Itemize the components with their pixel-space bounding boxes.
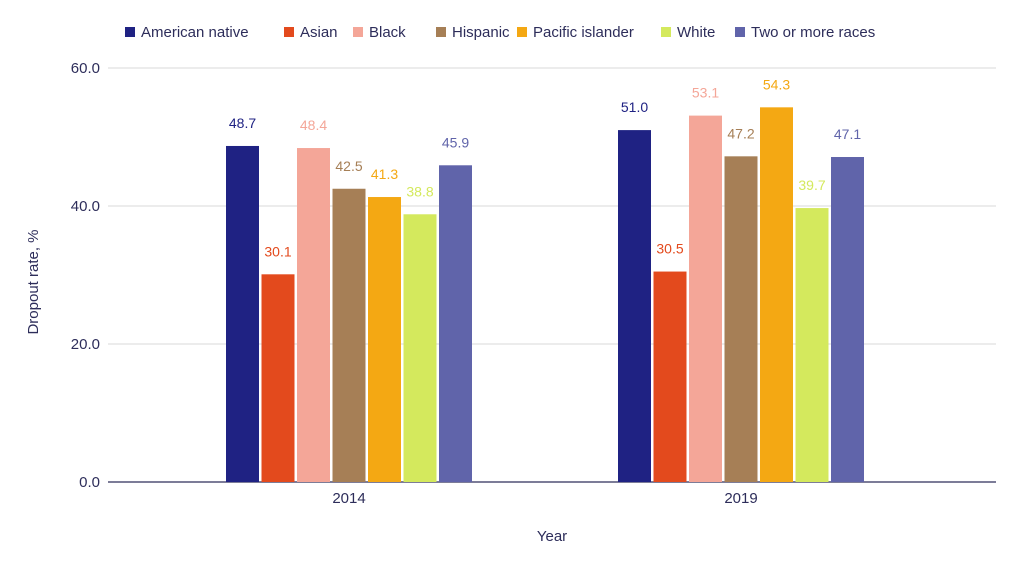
legend-label: Two or more races xyxy=(751,24,875,41)
data-label: 30.5 xyxy=(656,241,683,257)
bars-group xyxy=(226,107,864,483)
y-axis: 0.0 20.0 40.0 60.0 xyxy=(71,60,100,491)
bar xyxy=(368,197,401,482)
x-axis: 2014 2019 xyxy=(332,490,757,507)
legend-label: White xyxy=(677,24,715,41)
data-label: 53.1 xyxy=(692,85,719,101)
bar xyxy=(297,148,330,483)
y-tick-label: 60.0 xyxy=(71,60,100,77)
y-tick-label: 40.0 xyxy=(71,198,100,215)
x-tick-label: 2014 xyxy=(332,490,365,507)
data-label: 47.2 xyxy=(727,125,754,141)
legend-swatch xyxy=(125,27,135,37)
data-label: 30.1 xyxy=(264,243,291,259)
bar xyxy=(831,157,864,482)
data-label: 45.9 xyxy=(442,134,469,150)
legend-swatch xyxy=(735,27,745,37)
bar xyxy=(724,156,758,482)
legend-swatch xyxy=(353,27,363,37)
y-tick-label: 20.0 xyxy=(71,336,100,353)
bar xyxy=(795,208,829,482)
chart-legend: American native Asian Black Hispanic Pacific… xyxy=(125,24,875,41)
data-label: 39.7 xyxy=(798,177,825,193)
legend-label: American native xyxy=(141,24,249,41)
legend-swatch xyxy=(436,27,446,37)
bar xyxy=(760,107,793,482)
y-tick-label: 0.0 xyxy=(79,474,100,491)
bar xyxy=(653,271,687,482)
data-label: 47.1 xyxy=(834,126,861,142)
bar xyxy=(403,214,437,482)
data-label: 48.4 xyxy=(300,117,327,133)
data-label: 54.3 xyxy=(763,76,790,92)
data-label: 38.8 xyxy=(406,183,433,199)
data-label: 48.7 xyxy=(229,115,256,131)
x-tick-label: 2019 xyxy=(724,490,757,507)
bar xyxy=(261,274,295,482)
legend-swatch xyxy=(284,27,294,37)
legend-label: Asian xyxy=(300,24,338,41)
legend-swatch xyxy=(661,27,671,37)
legend-swatch xyxy=(517,27,527,37)
x-axis-title: Year xyxy=(537,528,567,545)
legend-label: Pacific islander xyxy=(533,24,634,41)
data-labels: 48.7 30.1 48.4 42.5 41.3 38.8 45.9 51.0 30.5 53.1… xyxy=(229,76,861,259)
legend-label: Hispanic xyxy=(452,24,510,41)
y-axis-title: Dropout rate, % xyxy=(25,229,42,334)
bar xyxy=(226,145,259,482)
bar xyxy=(689,115,722,483)
data-label: 41.3 xyxy=(371,166,398,182)
bar xyxy=(618,130,651,482)
bar xyxy=(439,165,472,483)
data-label: 51.0 xyxy=(621,99,648,115)
data-label: 42.5 xyxy=(335,158,362,174)
legend-label: Black xyxy=(369,24,406,41)
bar xyxy=(332,188,366,482)
